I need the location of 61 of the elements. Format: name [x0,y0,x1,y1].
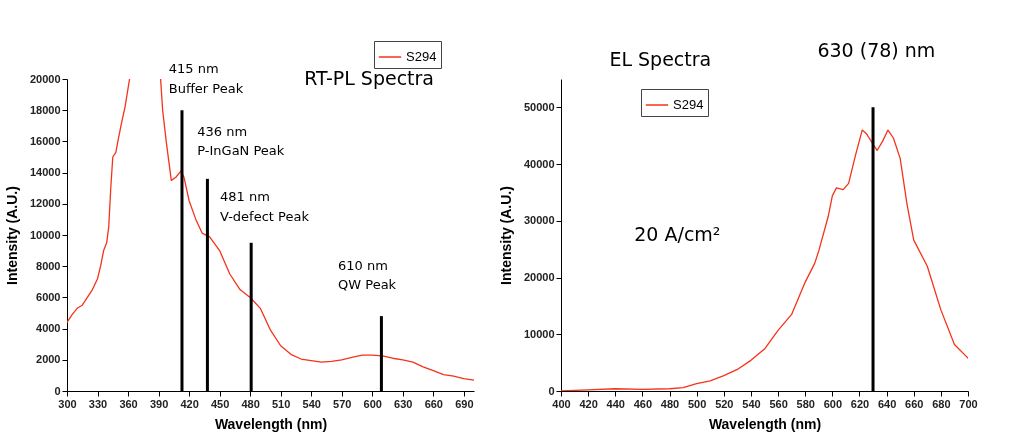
annotation: 610 nm QW Peak [338,257,397,293]
x-tick-label: 510 [272,397,291,410]
y-tick-label: 2000 [36,353,61,366]
x-tick-label: 600 [363,397,382,410]
y-tick-label: 18000 [29,103,61,116]
x-tick-label: 660 [905,397,924,410]
x-tick-label: 360 [119,397,138,410]
y-tick-label: 50000 [523,100,555,113]
y-tick-label: 0 [548,384,555,397]
legend-label: S294 [406,49,437,64]
y-tick-label: 20000 [523,271,555,284]
chart-title: RT-PL Spectra [304,66,434,89]
y-tick-label: 10000 [29,228,61,241]
y-tick-label: 30000 [523,214,555,227]
x-tick-label: 680 [932,397,951,410]
annotation: 481 nm V-defect Peak [220,189,310,224]
text: 630 (78) nm [817,38,936,61]
x-tick-label: 420 [180,397,199,410]
x-tick-label: 480 [660,397,680,410]
y-tick-label: 8000 [36,259,61,272]
x-tick-label: 460 [633,397,653,410]
x-tick-label: 420 [579,397,598,410]
y-tick-label: 40000 [523,157,555,170]
x-tick-label: 330 [88,397,108,410]
y-tick-label: 4000 [36,322,61,335]
x-tick-label: 520 [715,397,734,410]
x-tick-label: 660 [424,397,443,410]
annotation: 436 nm P-InGaN Peak [197,123,285,159]
annotation: 415 nm Buffer Peak [168,61,244,96]
y-tick-label: 20000 [29,72,61,85]
x-axis-title: Wavelength (nm) [708,415,822,432]
y-tick-label: 6000 [36,290,61,303]
y-tick-label: 16000 [29,134,61,147]
x-tick-label: 480 [241,397,260,410]
x-tick-label: 630 [394,397,413,410]
x-tick-label: 560 [769,397,788,410]
x-tick-label: 440 [606,397,625,410]
annotation: 20 A/cm² [634,222,721,245]
chart-title: EL Spectra [609,47,712,70]
x-tick-label: 300 [58,397,77,410]
x-tick-label: 600 [823,397,843,410]
y-axis-title: Intensity (A.U.) [3,186,20,285]
x-tick-label: 390 [149,397,169,410]
x-tick-label: 540 [302,397,321,410]
y-tick-label: 0 [54,384,61,397]
y-axis-title: Intensity (A.U.) [497,186,514,285]
x-tick-label: 570 [333,397,352,410]
x-tick-label: 580 [796,397,815,410]
x-tick-label: 700 [959,397,978,410]
x-tick-label: 640 [877,397,897,410]
y-tick-label: 14000 [29,166,61,179]
x-tick-label: 450 [210,397,230,410]
x-tick-label: 400 [552,397,571,410]
x-tick-label: 500 [687,397,707,410]
y-tick-label: 10000 [523,327,555,340]
x-axis-title: Wavelength (nm) [214,415,328,432]
x-tick-label: 620 [850,397,870,410]
x-tick-label: 540 [742,397,761,410]
legend-label: S294 [673,97,704,112]
y-tick-label: 12000 [29,197,61,210]
x-tick-label: 690 [455,397,474,410]
